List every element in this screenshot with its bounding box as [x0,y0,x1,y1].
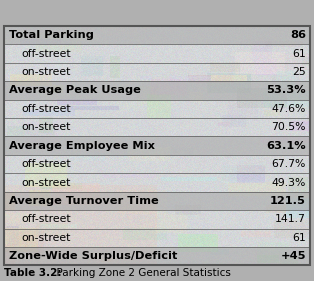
Bar [4,137,310,155]
Text: Average Turnover Time: Average Turnover Time [9,196,159,206]
Text: off-street: off-street [21,214,71,224]
Text: 70.5%: 70.5% [272,122,306,132]
Bar [4,247,310,266]
Text: 61: 61 [292,49,306,58]
Text: on-street: on-street [21,67,70,77]
Text: 49.3%: 49.3% [272,178,306,187]
Text: 25: 25 [292,67,306,77]
Bar [4,63,310,81]
Text: Average Peak Usage: Average Peak Usage [9,85,141,95]
Text: 63.1%: 63.1% [266,141,306,151]
Text: 86: 86 [290,30,306,40]
Text: on-street: on-street [21,122,70,132]
Bar [4,173,310,192]
Bar [4,26,310,44]
Bar [4,99,310,118]
Text: 61: 61 [292,233,306,243]
Text: 67.7%: 67.7% [272,159,306,169]
Text: off-street: off-street [21,159,71,169]
Text: off-street: off-street [21,104,71,114]
Text: on-street: on-street [21,178,70,187]
Bar [4,81,310,99]
Text: Zone-Wide Surplus/Deficit: Zone-Wide Surplus/Deficit [9,251,177,261]
Text: 141.7: 141.7 [275,214,306,224]
Bar [4,26,310,266]
Text: Table 3.2:: Table 3.2: [4,268,62,278]
Text: Total Parking: Total Parking [9,30,94,40]
Bar [4,118,310,137]
Bar [4,192,310,210]
Text: Average Employee Mix: Average Employee Mix [9,141,155,151]
Text: on-street: on-street [21,233,70,243]
Text: off-street: off-street [21,49,71,58]
Text: 53.3%: 53.3% [266,85,306,95]
Bar [4,210,310,228]
Text: 47.6%: 47.6% [272,104,306,114]
Bar [4,228,310,247]
Text: +45: +45 [280,251,306,261]
Bar [4,44,310,63]
Text: Parking Zone 2 General Statistics: Parking Zone 2 General Statistics [50,268,231,278]
Bar [4,155,310,173]
Text: 121.5: 121.5 [270,196,306,206]
